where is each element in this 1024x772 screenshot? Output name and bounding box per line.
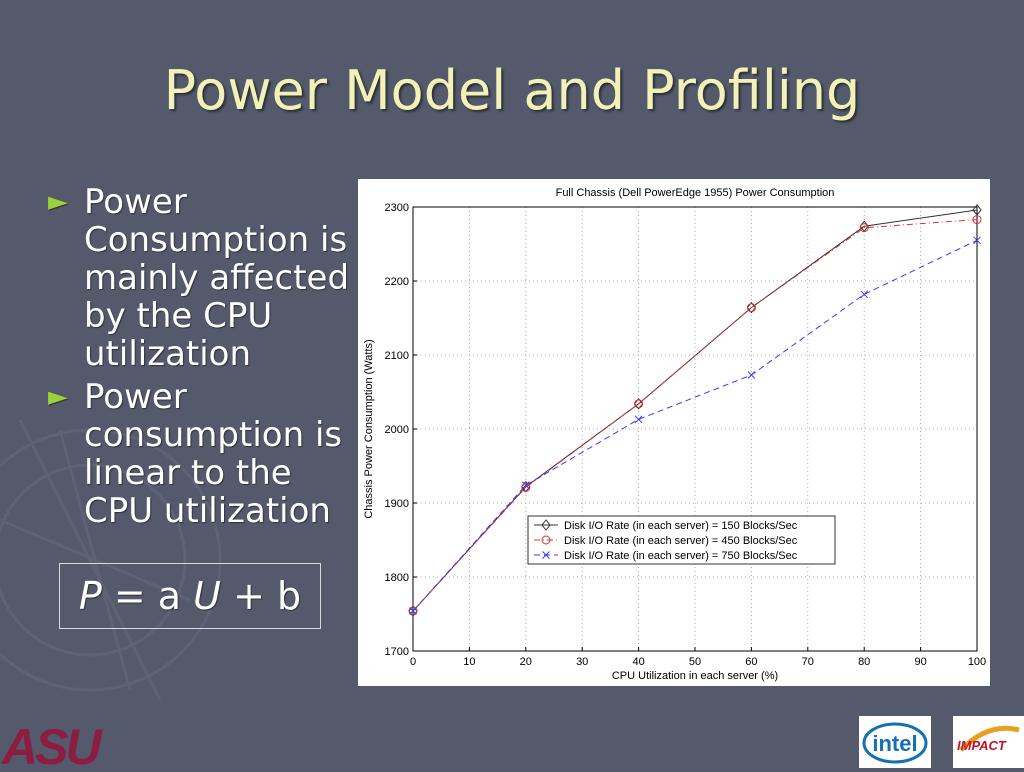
y-tick-label: 1700 [385,646,409,658]
y-tick-label: 1800 [385,572,409,584]
y-tick-label: 2300 [385,202,409,214]
x-marker [634,415,643,424]
x-tick-label: 30 [576,656,588,668]
circle-marker [408,606,418,616]
impact-logo: IMPACT [953,716,1024,768]
axis-ticks: 0 10 20 30 40 50 60 70 80 90 100 1700 1800 1900 2000 21… [385,202,987,668]
diamond-marker [541,519,551,531]
bullet-list: ► Power Consumption is mainly affected b… [46,183,356,535]
y-tick-label: 2100 [385,350,409,362]
series-line [412,239,978,612]
x-tick-label: 60 [745,656,757,668]
chart-grid [412,206,978,652]
formula-coefficient: = a [101,574,194,618]
series-2 [408,215,982,616]
chart-legend: Disk I/O Rate (in each server) = 150 Blo… [527,515,836,565]
chart-panel: 0 10 20 30 40 50 60 70 80 90 100 1700 1800 1900 2000 21… [358,179,990,686]
x-tick-label: 100 [968,656,986,668]
legend-label: Disk I/O Rate (in each server) = 450 Blo… [564,535,798,547]
x-marker [973,236,981,245]
legend-label: Disk I/O Rate (in each server) = 750 Blo… [564,550,798,562]
x-tick-label: 10 [463,656,475,668]
y-axis-label: Chassis Power Consumption (Watts) [363,339,375,518]
triangle-bullet-icon: ► [48,187,68,217]
power-formula: P = a U + b [59,563,321,629]
intel-logo-text: intel [872,731,917,756]
circle-marker [972,215,982,225]
intel-logo: intel [859,716,931,768]
x-marker [521,481,530,490]
chart-series [408,204,982,617]
bullet-item: ► Power consumption is linear to the CPU… [46,378,356,530]
y-tick-label: 2000 [385,424,409,436]
circle-marker [746,303,756,313]
bullet-text: Power Consumption is mainly affected by … [84,182,350,374]
x-marker [747,371,756,379]
x-tick-label: 80 [858,656,870,668]
series-line [412,219,978,612]
bullet-text: Power consumption is linear to the CPU u… [84,377,343,531]
diamond-marker [972,204,982,216]
circle-marker [859,223,869,233]
circle-marker [541,535,551,545]
x-tick-label: 90 [914,656,926,668]
formula-variable-u: U [193,574,221,618]
bullet-item: ► Power Consumption is mainly affected b… [46,183,356,373]
x-tick-label: 0 [410,656,416,668]
x-axis-label: CPU Utilization in each server (%) [612,670,778,682]
diamond-marker [633,398,644,410]
x-tick-label: 20 [520,656,532,668]
x-marker [542,551,550,559]
x-marker [860,290,869,299]
chart-title: Full Chassis (Dell PowerEdge 1955) Power… [556,187,835,199]
legend-label: Disk I/O Rate (in each server) = 150 Blo… [564,520,798,532]
legend-box [527,515,836,565]
triangle-bullet-icon: ► [48,382,68,412]
x-tick-label: 70 [802,656,814,668]
formula-variable-p: P [78,574,102,618]
asu-logo: ASU [0,718,112,768]
y-tick-label: 1900 [385,498,409,510]
diamond-marker [408,605,418,617]
y-tick-label: 2200 [385,276,409,288]
impact-logo-text: IMPACT [957,738,1007,753]
circle-marker [521,482,531,492]
slide-title: Power Model and Profiling [163,59,861,122]
formula-offset: + b [221,574,302,618]
x-marker [409,607,417,615]
circle-marker [634,399,644,409]
x-tick-label: 50 [689,656,701,668]
power-consumption-chart: 0 10 20 30 40 50 60 70 80 90 100 1700 1800 1900 2000 21… [363,187,987,682]
x-tick-label: 40 [632,656,644,668]
series-3 [409,236,981,615]
asu-logo-text: ASU [0,719,103,768]
